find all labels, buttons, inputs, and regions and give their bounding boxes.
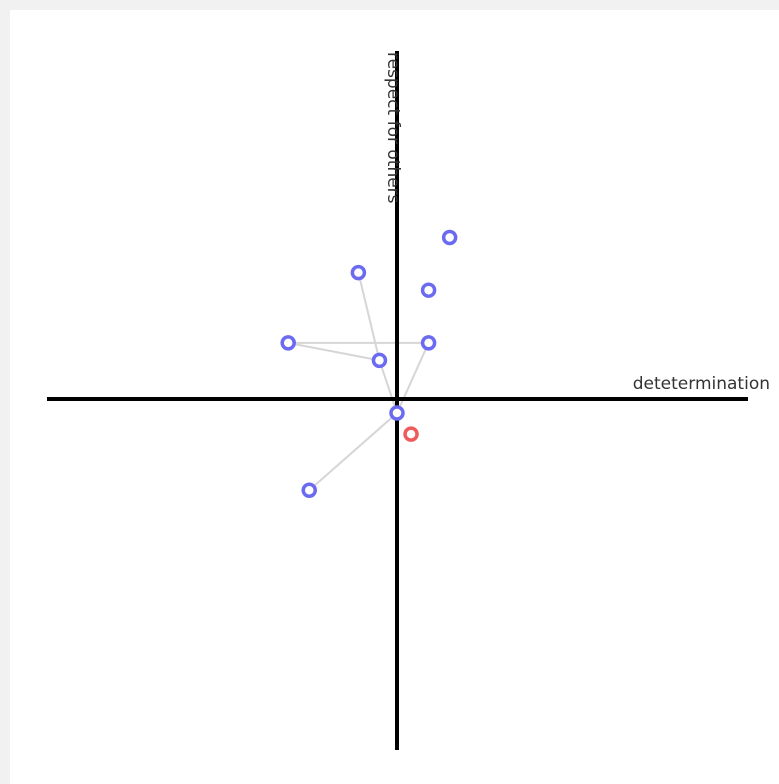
data-point-5[interactable] bbox=[420, 282, 437, 298]
connector-line-4 bbox=[396, 342, 430, 414]
reference-point[interactable] bbox=[403, 426, 419, 442]
data-point-7[interactable] bbox=[301, 482, 317, 499]
data-point-0[interactable] bbox=[389, 405, 405, 421]
data-point-3[interactable] bbox=[420, 335, 437, 351]
y-axis-label: respect for others bbox=[383, 52, 403, 204]
data-point-1[interactable] bbox=[371, 352, 388, 369]
connector-line-2 bbox=[288, 341, 380, 362]
data-point-4[interactable] bbox=[350, 264, 367, 281]
data-point-6[interactable] bbox=[441, 229, 458, 246]
chart-frame: detetermination respect for others bbox=[10, 10, 779, 784]
connectors-layer bbox=[288, 272, 430, 492]
scatter-chart: detetermination respect for others bbox=[47, 51, 770, 750]
connector-line-0 bbox=[378, 360, 398, 414]
points-layer bbox=[280, 229, 458, 499]
x-axis-label: detetermination bbox=[633, 374, 770, 394]
connector-line-5 bbox=[308, 412, 398, 492]
connector-line-1 bbox=[357, 272, 381, 361]
data-point-2[interactable] bbox=[280, 335, 296, 351]
